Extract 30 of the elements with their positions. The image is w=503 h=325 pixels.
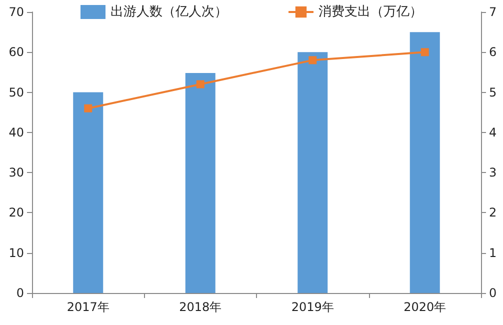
y-tick-label: 40 [8,125,24,140]
x-tick-label: 2019年 [291,300,334,314]
y2-tick-label: 6 [489,45,497,60]
y-tick-label: 0 [16,286,24,300]
y-tick-label: 10 [8,246,24,260]
y2-tick-label: 7 [489,5,497,19]
legend-label: 出游人数（亿人次） [110,4,228,20]
y2-tick-label: 0 [489,286,497,300]
bar [73,92,104,293]
y2-tick-label: 5 [489,85,497,100]
y2-tick-label: 3 [489,166,497,180]
legend-label: 消费支出（万亿） [318,4,422,20]
point [84,104,92,112]
y2-tick-label: 2 [489,206,497,220]
y2-tick-label: 1 [489,246,497,260]
y2-tick-label: 4 [489,125,497,140]
y-tick-label: 50 [8,85,24,100]
y-tick-label: 60 [8,45,24,60]
bar [298,52,328,293]
x-tick-label: 2020年 [404,300,446,314]
y-tick-label: 20 [8,206,24,220]
point [420,48,429,56]
x-tick-label: 2017年 [66,300,110,314]
x-tick-label: 2018年 [179,300,222,314]
bar [410,32,440,293]
y-tick-label: 30 [8,166,24,180]
point [196,80,204,88]
point [308,56,317,64]
bar [185,73,216,293]
y-tick-label: 70 [8,5,24,19]
